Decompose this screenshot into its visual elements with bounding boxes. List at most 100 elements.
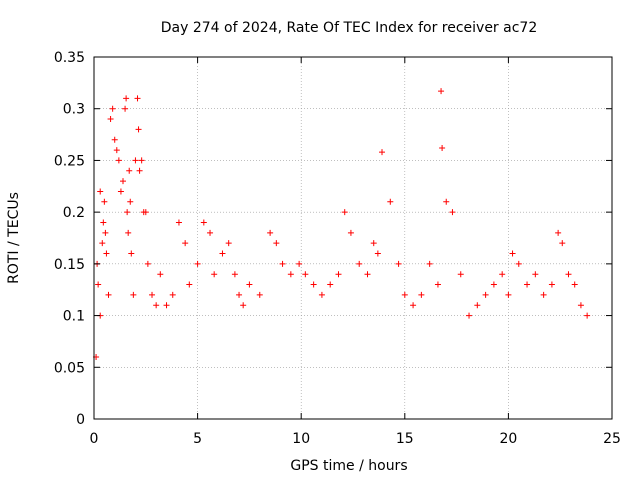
plot-frame bbox=[93, 56, 613, 420]
data-point bbox=[341, 209, 348, 216]
data-point bbox=[370, 240, 377, 247]
y-tick-label: 0 bbox=[76, 412, 85, 428]
data-point bbox=[231, 271, 238, 278]
data-point bbox=[186, 281, 193, 288]
data-point bbox=[138, 157, 145, 164]
data-point bbox=[302, 271, 309, 278]
data-point bbox=[374, 250, 381, 257]
data-point bbox=[157, 271, 164, 278]
data-point bbox=[287, 271, 294, 278]
data-point bbox=[144, 260, 151, 267]
data-point bbox=[207, 229, 214, 236]
data-point bbox=[136, 167, 143, 174]
data-point bbox=[142, 209, 149, 216]
y-axis-label: ROTI / TECUs bbox=[6, 192, 22, 284]
data-point bbox=[443, 198, 450, 205]
data-point bbox=[548, 281, 555, 288]
x-tick-label: 20 bbox=[499, 431, 517, 447]
data-point bbox=[240, 302, 247, 309]
data-point bbox=[395, 260, 402, 267]
data-point bbox=[123, 95, 130, 102]
data-point bbox=[466, 312, 473, 319]
data-point bbox=[356, 260, 363, 267]
data-point bbox=[387, 198, 394, 205]
data-point bbox=[565, 271, 572, 278]
y-tick-label: 0.35 bbox=[54, 50, 85, 66]
x-tick-label: 5 bbox=[193, 431, 202, 447]
data-point bbox=[577, 302, 584, 309]
data-point bbox=[122, 105, 129, 112]
grid-lines bbox=[94, 57, 612, 419]
data-point bbox=[100, 219, 107, 226]
data-point bbox=[149, 291, 156, 298]
data-point bbox=[117, 188, 124, 195]
data-point bbox=[499, 271, 506, 278]
x-axis-label: GPS time / hours bbox=[290, 458, 407, 474]
data-point bbox=[449, 209, 456, 216]
data-point bbox=[101, 198, 108, 205]
data-point bbox=[509, 250, 516, 257]
data-point bbox=[418, 291, 425, 298]
data-point bbox=[115, 157, 122, 164]
data-point bbox=[490, 281, 497, 288]
data-point bbox=[426, 260, 433, 267]
data-point bbox=[296, 260, 303, 267]
data-point bbox=[107, 116, 114, 123]
data-point bbox=[111, 136, 118, 143]
data-point bbox=[169, 291, 176, 298]
data-point bbox=[128, 250, 135, 257]
data-point bbox=[482, 291, 489, 298]
data-point bbox=[347, 229, 354, 236]
data-point bbox=[327, 281, 334, 288]
data-point bbox=[410, 302, 417, 309]
x-tick-label: 0 bbox=[90, 431, 99, 447]
data-point bbox=[163, 302, 170, 309]
data-point bbox=[194, 260, 201, 267]
data-point bbox=[457, 271, 464, 278]
data-point bbox=[124, 209, 131, 216]
data-point bbox=[109, 105, 116, 112]
data-point bbox=[132, 157, 139, 164]
data-point bbox=[310, 281, 317, 288]
data-point bbox=[236, 291, 243, 298]
axis-ticks: 0 5 10 15 20 25 0 0.05 0.1 0.15 0.2 0.25 0.3 0.35 bbox=[54, 50, 621, 447]
data-point bbox=[571, 281, 578, 288]
data-point bbox=[379, 149, 386, 156]
data-point bbox=[540, 291, 547, 298]
y-tick-label: 0.1 bbox=[63, 309, 85, 325]
data-point bbox=[219, 250, 226, 257]
data-point bbox=[97, 188, 104, 195]
data-point bbox=[246, 281, 253, 288]
data-point bbox=[438, 88, 445, 95]
data-point bbox=[99, 240, 106, 247]
data-point bbox=[211, 271, 218, 278]
data-point bbox=[135, 126, 142, 133]
data-point bbox=[175, 219, 182, 226]
data-point bbox=[200, 219, 207, 226]
data-point bbox=[524, 281, 531, 288]
data-point bbox=[279, 260, 286, 267]
data-point bbox=[474, 302, 481, 309]
data-point bbox=[125, 229, 132, 236]
data-point bbox=[95, 281, 102, 288]
y-tick-label: 0.2 bbox=[63, 205, 85, 221]
data-point bbox=[273, 240, 280, 247]
y-tick-label: 0.25 bbox=[54, 153, 85, 169]
x-tick-label: 25 bbox=[603, 431, 621, 447]
data-point bbox=[103, 250, 110, 257]
data-point bbox=[515, 260, 522, 267]
data-point bbox=[505, 291, 512, 298]
data-point bbox=[127, 198, 134, 205]
data-point bbox=[559, 240, 566, 247]
data-point bbox=[113, 147, 120, 154]
x-tick-label: 15 bbox=[396, 431, 414, 447]
data-point bbox=[130, 291, 137, 298]
data-points bbox=[93, 88, 591, 360]
data-point bbox=[584, 312, 591, 319]
x-tick-label: 10 bbox=[292, 431, 310, 447]
data-point bbox=[182, 240, 189, 247]
data-point bbox=[102, 229, 109, 236]
y-tick-label: 0.3 bbox=[63, 102, 85, 118]
chart-title: Day 274 of 2024, Rate Of TEC Index for r… bbox=[161, 20, 537, 36]
